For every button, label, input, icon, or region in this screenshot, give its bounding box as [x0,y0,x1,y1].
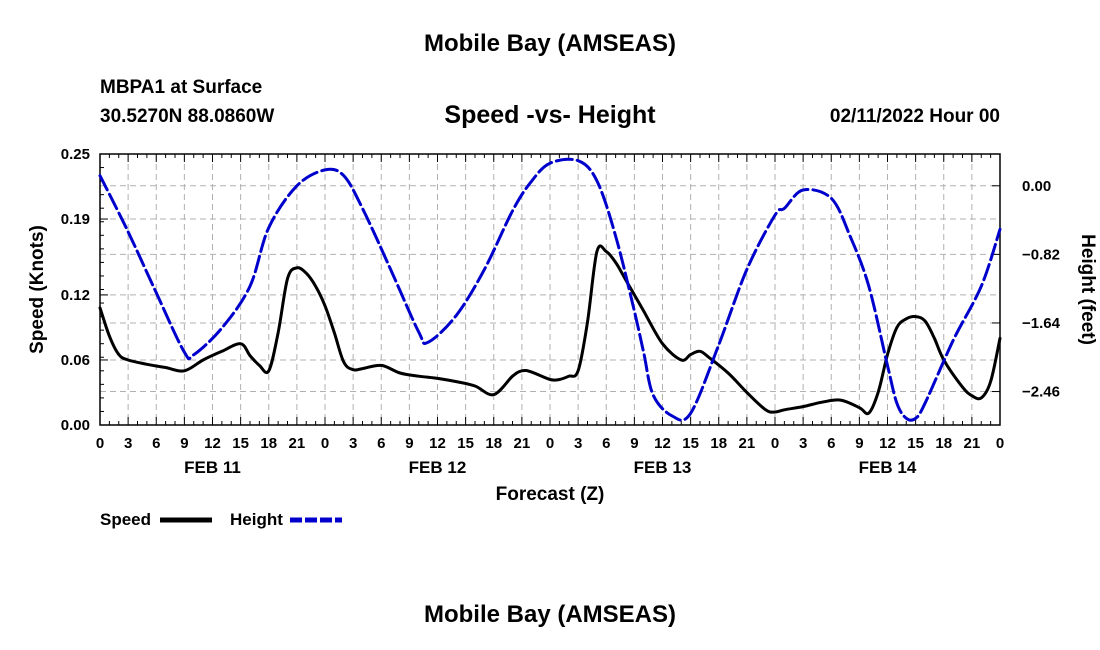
x-tick-label: 15 [682,435,699,452]
forecast-datetime: 02/11/2022 Hour 00 [829,106,1000,127]
y-tick-label: 0.25 [61,146,90,163]
x-tick-label: 6 [602,435,610,452]
x-tick-label: 12 [654,435,671,452]
legend-speed-swatch [160,517,212,523]
x-tick-label: 6 [827,435,835,452]
x-tick-label: 3 [574,435,582,452]
x-tick-label: 6 [152,435,160,452]
legend-speed-label: Speed [100,510,152,529]
x-day-label: FEB 12 [409,458,467,477]
x-tick-label: 0 [996,435,1004,452]
y2-tick-label: −2.46 [1022,384,1060,401]
station-coordinates: 30.5270N 88.0860W [100,106,275,127]
x-tick-label: 12 [429,435,446,452]
speed-height-chart: 0 3 6 9 12 15 18 21 0 3 6 9 12 15 18 21 0 3 6 9 12 15 18 21 0 3 6 9… [27,146,1098,505]
x-tick-label: 15 [232,435,249,452]
speed-series-line [98,244,1002,416]
x-tick-label: 3 [124,435,132,452]
x-tick-label: 9 [180,435,188,452]
x-tick-label: 21 [964,435,981,452]
x-tick-label: 9 [405,435,413,452]
x-tick-label: 18 [485,435,502,452]
x-tick-label: 3 [349,435,357,452]
x-tick-label: 3 [799,435,807,452]
x-tick-label: 21 [739,435,756,452]
x-tick-label: 21 [289,435,306,452]
chart-title: Speed -vs- Height [444,101,656,129]
x-tick-label: 9 [630,435,638,452]
y-tick-label: 0.12 [61,287,90,304]
station-name: MBPA1 at Surface [100,77,263,98]
x-tick-label: 0 [96,435,104,452]
height-series-line [98,157,1002,422]
x-day-label: FEB 11 [184,458,241,477]
x-tick-label: 18 [710,435,727,452]
y2-tick-label: 0.00 [1022,178,1051,195]
y-tick-label: 0.06 [61,352,90,369]
x-tick-label: 12 [204,435,221,452]
x-tick-label: 0 [321,435,329,452]
x-tick-label: 9 [855,435,863,452]
x-tick-label: 15 [457,435,474,452]
x-tick-label: 0 [771,435,779,452]
x-tick-label: 15 [907,435,924,452]
x-tick-label: 21 [514,435,531,452]
y-axis-label: Speed (Knots) [27,225,48,354]
y2-axis-label: Height (feet) [1077,234,1098,345]
x-day-label: FEB 13 [634,458,692,477]
y2-tick-label: −0.82 [1022,246,1060,263]
y-tick-label: 0.00 [61,417,90,434]
x-tick-label: 12 [879,435,896,452]
x-day-label: FEB 14 [859,458,917,477]
main-title: Mobile Bay (AMSEAS) [423,30,677,57]
x-tick-label: 18 [935,435,952,452]
x-tick-label: 0 [546,435,554,452]
legend-height-swatch [290,517,342,523]
x-tick-label: 6 [377,435,385,452]
x-axis-label: Forecast (Z) [496,484,605,505]
repeat-title: Mobile Bay (AMSEAS) [423,601,677,628]
legend-height-label: Height [230,510,283,529]
y2-tick-label: −1.64 [1022,315,1061,332]
y-tick-label: 0.19 [61,211,90,228]
x-tick-label: 18 [260,435,277,452]
